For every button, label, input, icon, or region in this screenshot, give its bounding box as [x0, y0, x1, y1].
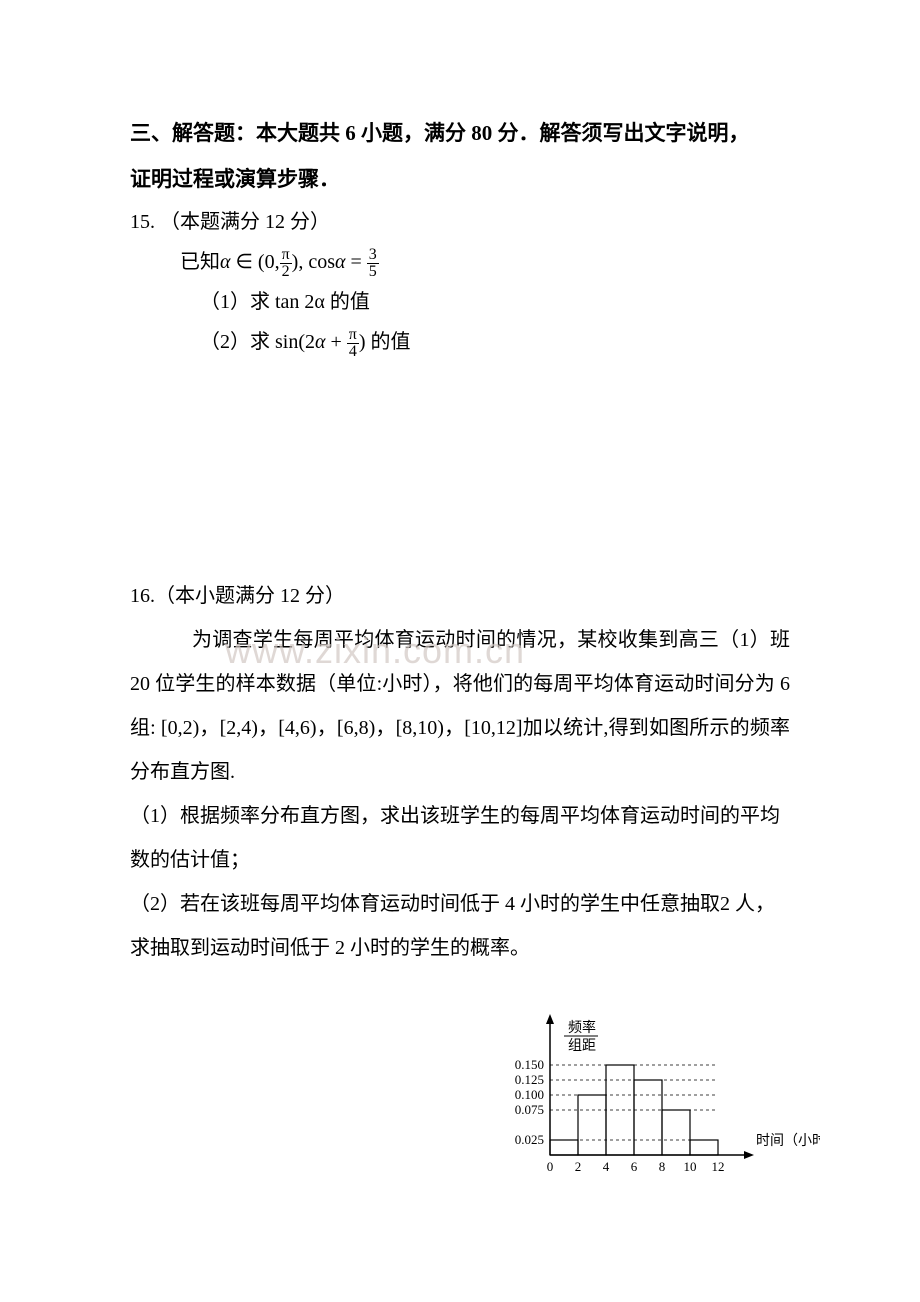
q15-set-r: ), cos — [292, 251, 335, 273]
q15-number: 15. — [130, 211, 155, 233]
q15-p2-plus: + — [326, 331, 347, 353]
svg-text:时间（小时）: 时间（小时） — [756, 1133, 820, 1149]
svg-text:频率: 频率 — [568, 1019, 596, 1036]
q15-given-prefix: 已知 — [180, 251, 220, 273]
q15-eq: = — [346, 251, 367, 273]
q15-elem: ∈ — [236, 251, 253, 273]
q15-set-l: (0, — [258, 251, 280, 273]
q15-alpha2: α — [335, 251, 346, 273]
svg-text:6: 6 — [631, 1159, 638, 1174]
section-header-line1: 三、解答题：本大题共 6 小题，满分 80 分．解答须写出文字说明， — [130, 110, 790, 156]
frac-den: 4 — [347, 344, 359, 360]
q15-p1-tail: 的值 — [325, 291, 370, 313]
q15-p1-expr-text: tan 2α — [275, 291, 325, 313]
question-15: 15. （本题满分 12 分） 已知α ∈ (0,π2), cosα = 35 … — [130, 202, 790, 362]
q15-p2-fn: sin(2 — [275, 331, 315, 353]
q15-p2-alpha: α — [315, 331, 326, 353]
q15-p1-expr: tan 2α — [275, 291, 325, 313]
q15-p2-close: ) — [359, 331, 366, 353]
svg-text:0.125: 0.125 — [515, 1072, 544, 1087]
frac-num: 3 — [367, 247, 379, 264]
svg-text:0: 0 — [547, 1159, 554, 1174]
q15-p2-tail: 的值 — [366, 331, 411, 353]
q15-alpha: α — [220, 251, 231, 273]
q15-p2-label: （2）求 — [200, 331, 275, 353]
q15-p1-label: （1）求 — [200, 291, 275, 313]
q16-body: 为调查学生每周平均体育运动时间的情况，某校收集到高三（1）班 20 位学生的样本… — [130, 618, 790, 794]
q16-p2: （2）若在该班每周平均体育运动时间低于 4 小时的学生中任意抽取2 人，求抽取到… — [130, 882, 790, 970]
q15-points: （本题满分 12 分） — [160, 211, 330, 233]
q15-frac-35: 35 — [367, 247, 379, 280]
section-header: 三、解答题：本大题共 6 小题，满分 80 分．解答须写出文字说明， 证明过程或… — [130, 110, 790, 202]
svg-text:0.150: 0.150 — [515, 1057, 544, 1072]
svg-text:2: 2 — [575, 1159, 582, 1174]
svg-text:组距: 组距 — [568, 1038, 596, 1054]
svg-text:0.025: 0.025 — [515, 1132, 544, 1147]
q16-points: （本小题满分 12 分） — [155, 585, 345, 607]
q15-part1: （1）求 tan 2α 的值 — [130, 282, 790, 322]
svg-text:0.100: 0.100 — [515, 1087, 544, 1102]
frac-den: 5 — [367, 264, 379, 280]
q15-frac-pi4: π4 — [347, 327, 359, 360]
q16-head: 16.（本小题满分 12 分） — [130, 574, 790, 618]
frac-num: π — [347, 327, 359, 344]
q16-number: 16. — [130, 585, 155, 607]
q15-part2: （2）求 sin(2α + π4) 的值 — [130, 322, 790, 362]
svg-text:4: 4 — [603, 1159, 610, 1174]
svg-text:10: 10 — [684, 1159, 697, 1174]
histogram-svg: 频率组距 0.1500.1250.1000.075 0.0250 2 4 6 8 10 12 时间… — [490, 1010, 820, 1185]
svg-text:8: 8 — [659, 1159, 666, 1174]
svg-text:12: 12 — [712, 1159, 725, 1174]
histogram: 频率组距 0.1500.1250.1000.075 0.0250 2 4 6 8 10 12 时间… — [490, 1010, 820, 1185]
q15-frac-pi2: π2 — [280, 247, 292, 280]
q16-p1: （1）根据频率分布直方图，求出该班学生的每周平均体育运动时间的平均数的估计值； — [130, 794, 790, 882]
question-16: 16.（本小题满分 12 分） 为调查学生每周平均体育运动时间的情况，某校收集到… — [130, 574, 790, 970]
q15-head: 15. （本题满分 12 分） — [130, 202, 790, 242]
frac-num: π — [280, 247, 292, 264]
svg-text:0.075: 0.075 — [515, 1102, 544, 1117]
section-header-line2: 证明过程或演算步骤． — [130, 156, 790, 202]
q15-given: 已知α ∈ (0,π2), cosα = 35 — [130, 242, 790, 282]
frac-den: 2 — [280, 264, 292, 280]
q15-p2-expr: sin(2α + π4) — [275, 331, 366, 353]
